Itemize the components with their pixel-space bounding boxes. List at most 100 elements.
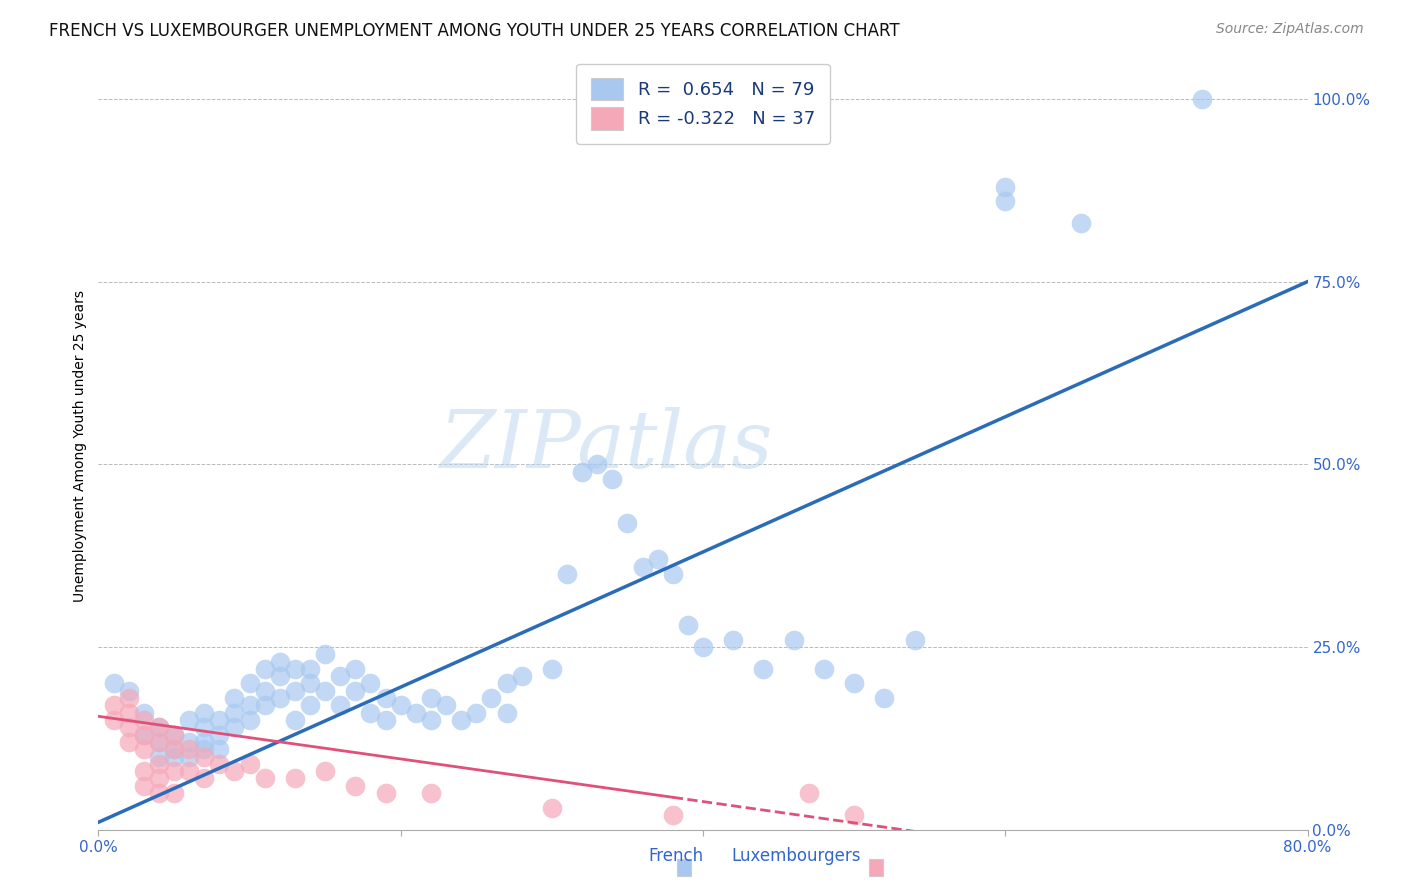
Point	[284, 772, 307, 786]
Point	[420, 691, 443, 706]
Point	[1191, 92, 1213, 106]
Point	[103, 713, 125, 727]
Point	[284, 683, 307, 698]
Point	[118, 706, 141, 720]
Point	[224, 706, 246, 720]
Point	[132, 779, 155, 793]
Point	[420, 786, 443, 800]
Point	[284, 713, 307, 727]
Point	[284, 662, 307, 676]
Point	[148, 735, 170, 749]
Point	[540, 800, 562, 814]
Point	[434, 698, 457, 713]
Point	[253, 683, 276, 698]
Point	[148, 749, 170, 764]
Point	[692, 640, 714, 654]
Point	[374, 786, 396, 800]
Point	[148, 786, 170, 800]
Y-axis label: Unemployment Among Youth under 25 years: Unemployment Among Youth under 25 years	[73, 290, 87, 602]
Point	[132, 728, 155, 742]
Point	[103, 676, 125, 690]
Point	[118, 691, 141, 706]
Point	[314, 764, 336, 778]
Point	[616, 516, 638, 530]
Point	[374, 713, 396, 727]
Point	[299, 676, 322, 690]
Point	[752, 662, 775, 676]
Point	[571, 465, 593, 479]
Point	[224, 720, 246, 734]
Point	[783, 632, 806, 647]
Point	[208, 742, 231, 756]
Point	[602, 472, 624, 486]
Point	[465, 706, 488, 720]
Point	[314, 683, 336, 698]
Point	[344, 779, 367, 793]
Point	[179, 764, 201, 778]
Point	[163, 749, 186, 764]
Point	[193, 735, 215, 749]
Text: Luxembourgers: Luxembourgers	[731, 847, 860, 865]
Bar	[676, 858, 690, 876]
Point	[179, 749, 201, 764]
Point	[148, 720, 170, 734]
Point	[253, 662, 276, 676]
Point	[179, 735, 201, 749]
Point	[163, 742, 186, 756]
Point	[314, 647, 336, 661]
Point	[269, 655, 291, 669]
Point	[163, 728, 186, 742]
Text: Source: ZipAtlas.com: Source: ZipAtlas.com	[1216, 22, 1364, 37]
Text: French: French	[648, 847, 703, 865]
Point	[132, 706, 155, 720]
Point	[193, 706, 215, 720]
Point	[132, 728, 155, 742]
Point	[797, 786, 820, 800]
Point	[510, 669, 533, 683]
Point	[661, 808, 683, 822]
Point	[1070, 216, 1092, 230]
Point	[586, 457, 609, 471]
Point	[179, 713, 201, 727]
Point	[844, 676, 866, 690]
Point	[269, 669, 291, 683]
Point	[179, 742, 201, 756]
Point	[540, 662, 562, 676]
Point	[193, 749, 215, 764]
Point	[208, 713, 231, 727]
Point	[224, 764, 246, 778]
Point	[481, 691, 503, 706]
Point	[405, 706, 427, 720]
Point	[193, 742, 215, 756]
Point	[661, 566, 683, 581]
Point	[148, 735, 170, 749]
Point	[253, 698, 276, 713]
Point	[269, 691, 291, 706]
Point	[994, 194, 1017, 209]
Point	[904, 632, 927, 647]
Point	[420, 713, 443, 727]
Point	[239, 713, 262, 727]
Point	[647, 552, 669, 566]
Bar	[869, 858, 883, 876]
Point	[360, 676, 382, 690]
Point	[555, 566, 578, 581]
Point	[148, 756, 170, 771]
Point	[118, 683, 141, 698]
Point	[239, 756, 262, 771]
Point	[163, 786, 186, 800]
Point	[389, 698, 412, 713]
Point	[239, 698, 262, 713]
Point	[118, 735, 141, 749]
Point	[873, 691, 896, 706]
Point	[495, 706, 517, 720]
Point	[224, 691, 246, 706]
Point	[132, 742, 155, 756]
Point	[676, 618, 699, 632]
Text: ZIPatlas: ZIPatlas	[440, 408, 773, 484]
Point	[631, 559, 654, 574]
Point	[253, 772, 276, 786]
Point	[844, 808, 866, 822]
Point	[148, 720, 170, 734]
Point	[495, 676, 517, 690]
